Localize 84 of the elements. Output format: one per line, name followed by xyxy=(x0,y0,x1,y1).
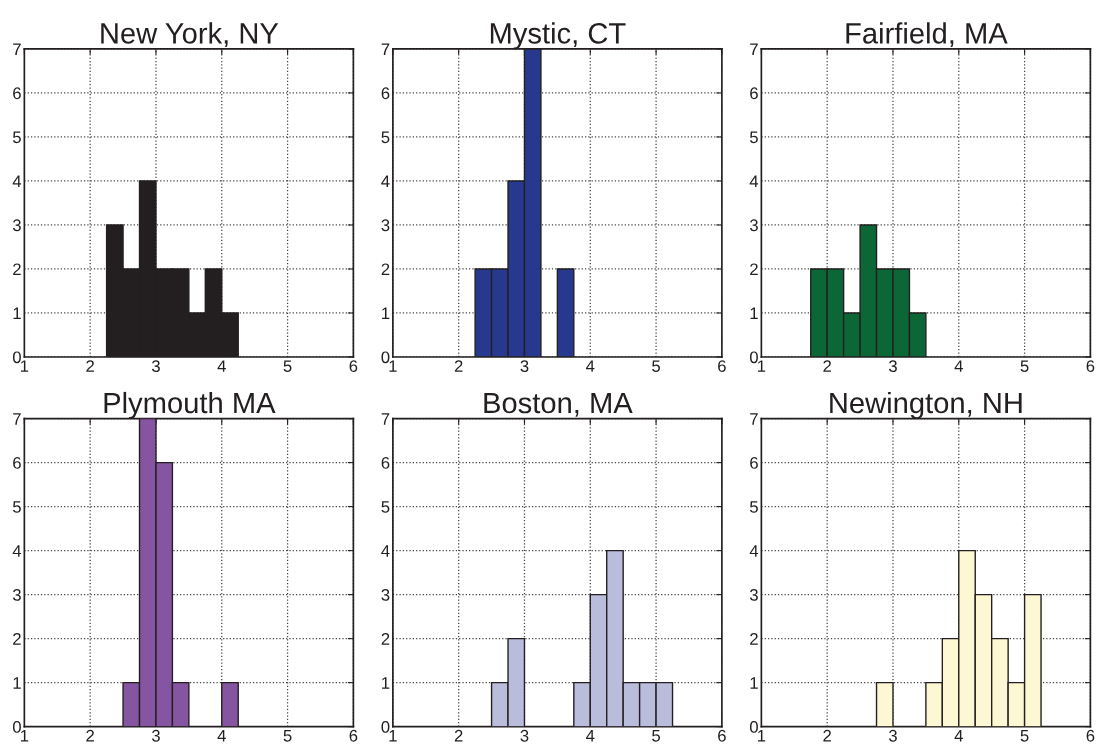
y-tick-label: 2 xyxy=(13,263,21,276)
y-tick-label: 6 xyxy=(750,87,758,100)
y-tick-label: 3 xyxy=(12,219,21,232)
x-tick-label: 6 xyxy=(718,360,726,373)
y-tick-label: 1 xyxy=(750,677,758,689)
x-tick-label: 5 xyxy=(652,730,661,742)
x-tick-label: 4 xyxy=(217,730,226,742)
y-tick-label: 6 xyxy=(750,457,758,469)
y-tick-label: 7 xyxy=(13,43,21,55)
x-tick-label: 6 xyxy=(1086,729,1095,742)
x-tick-label: 6 xyxy=(349,729,358,742)
x-tick-label: 2 xyxy=(86,360,94,372)
y-tick-label: 2 xyxy=(13,633,21,645)
y-tick-label: 5 xyxy=(12,131,21,144)
y-tick-label: 2 xyxy=(750,263,758,276)
x-tick-label: 2 xyxy=(86,729,94,742)
y-tick-label: 4 xyxy=(381,175,390,187)
x-tick-label: 3 xyxy=(888,360,897,373)
y-tick-label: 3 xyxy=(749,219,758,232)
y-tick-label: 1 xyxy=(13,677,21,689)
y-tick-label: 0 xyxy=(381,721,390,733)
x-tick-label: 4 xyxy=(586,730,595,742)
x-tick-label: 3 xyxy=(151,729,160,742)
y-tick-label: 7 xyxy=(750,413,758,425)
x-tick-label: 2 xyxy=(454,360,463,372)
chart-title: Mystic, CT xyxy=(490,22,626,50)
y-tick-label: 4 xyxy=(749,545,759,557)
y-tick-label: 0 xyxy=(381,351,390,364)
y-tick-label: 1 xyxy=(750,307,758,320)
x-tick-label: 4 xyxy=(217,360,226,372)
chart-title: New York, NY xyxy=(101,22,279,48)
y-tick-label: 3 xyxy=(749,589,758,601)
y-tick-label: 1 xyxy=(13,307,21,320)
chart-title: Fairfield, MA xyxy=(846,22,1008,48)
x-tick-label: 3 xyxy=(520,360,529,373)
x-tick-label: 3 xyxy=(888,729,897,742)
x-tick-label: 4 xyxy=(586,360,595,372)
y-tick-label: 6 xyxy=(13,457,21,469)
x-tick-label: 2 xyxy=(823,360,831,372)
y-tick-label: 4 xyxy=(381,545,390,557)
x-tick-label: 3 xyxy=(520,729,529,742)
y-tick-label: 5 xyxy=(381,501,390,513)
y-tick-label: 7 xyxy=(750,43,758,55)
y-tick-label: 7 xyxy=(381,43,390,55)
x-tick-label: 5 xyxy=(652,360,661,373)
y-tick-label: 2 xyxy=(750,633,758,645)
y-tick-label: 0 xyxy=(12,721,21,733)
y-tick-label: 1 xyxy=(382,307,390,320)
y-tick-label: 2 xyxy=(381,263,390,276)
y-tick-label: 5 xyxy=(749,501,758,513)
y-tick-label: 0 xyxy=(749,721,758,733)
x-tick-label: 4 xyxy=(954,730,963,742)
y-tick-label: 1 xyxy=(382,677,390,689)
y-tick-label: 3 xyxy=(12,589,21,601)
x-tick-label: 6 xyxy=(718,729,726,742)
x-tick-label: 6 xyxy=(349,360,358,373)
y-tick-label: 0 xyxy=(12,351,21,364)
y-tick-label: 4 xyxy=(749,175,759,187)
x-tick-label: 5 xyxy=(1020,360,1029,373)
y-tick-label: 6 xyxy=(13,87,21,100)
y-tick-label: 2 xyxy=(381,633,390,645)
y-tick-label: 6 xyxy=(381,87,390,100)
y-tick-label: 0 xyxy=(749,351,758,364)
chart-title: Newington, NH xyxy=(830,391,1022,420)
y-tick-label: 3 xyxy=(381,219,390,232)
y-tick-label: 5 xyxy=(381,131,390,144)
x-tick-label: 5 xyxy=(283,360,292,373)
y-tick-label: 7 xyxy=(381,413,390,425)
y-tick-label: 6 xyxy=(381,457,390,469)
y-tick-label: 5 xyxy=(12,501,21,513)
chart-title: Plymouth MA xyxy=(104,391,276,420)
x-tick-label: 5 xyxy=(283,730,292,742)
y-tick-label: 7 xyxy=(13,413,21,425)
x-tick-label: 4 xyxy=(954,360,963,372)
x-tick-label: 6 xyxy=(1086,360,1095,373)
y-tick-label: 4 xyxy=(12,545,22,557)
x-tick-label: 5 xyxy=(1020,730,1029,742)
x-tick-label: 3 xyxy=(151,360,160,373)
chart-title: Boston, MA xyxy=(484,392,633,417)
y-tick-label: 4 xyxy=(12,175,22,187)
x-tick-label: 2 xyxy=(823,729,831,742)
x-tick-label: 2 xyxy=(454,729,463,742)
y-tick-label: 3 xyxy=(381,589,390,601)
y-tick-label: 5 xyxy=(749,131,758,144)
